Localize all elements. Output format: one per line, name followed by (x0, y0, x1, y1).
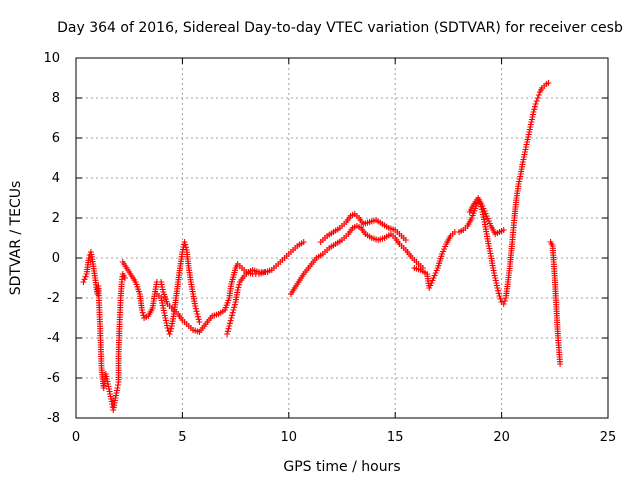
data-point (495, 287, 502, 294)
y-tick-label: -8 (47, 411, 60, 426)
data-point (166, 331, 173, 337)
data-point (168, 325, 175, 332)
data-point (236, 281, 243, 288)
data-point (164, 325, 171, 331)
data-point (195, 313, 202, 320)
data-point (182, 244, 189, 251)
series-seg-h (466, 195, 507, 237)
y-tick-label: 0 (52, 251, 60, 266)
data-point (139, 309, 146, 316)
data-point (181, 239, 188, 245)
data-point (226, 320, 233, 327)
data-point (229, 309, 236, 316)
x-tick-label: 10 (281, 430, 298, 445)
data-point (500, 227, 507, 233)
data-point (195, 316, 202, 323)
data-point (500, 301, 507, 307)
y-tick-label: 10 (43, 51, 60, 66)
data-point (231, 301, 238, 308)
data-point (496, 293, 503, 299)
data-point (531, 103, 538, 110)
y-tick-label: 8 (52, 91, 60, 106)
data-point (224, 331, 231, 337)
data-point (82, 273, 89, 280)
y-tick-label: 6 (52, 131, 60, 146)
data-point (230, 307, 237, 313)
x-tick-label: 25 (600, 430, 617, 445)
x-tick-label: 15 (387, 430, 404, 445)
chart-title: Day 364 of 2016, Sidereal Day-to-day VTE… (57, 20, 623, 36)
series-seg-g (411, 80, 552, 307)
data-point (533, 98, 540, 104)
data-point (229, 312, 236, 319)
x-axis-label: GPS time / hours (283, 459, 400, 475)
data-point (80, 279, 87, 285)
y-tick-label: -4 (47, 331, 60, 346)
data-point (138, 307, 145, 313)
data-points (80, 80, 564, 413)
data-point (192, 303, 199, 309)
x-tick-label: 20 (493, 430, 510, 445)
data-point (534, 95, 541, 101)
y-tick-label: -6 (47, 371, 60, 386)
data-point (402, 237, 409, 243)
series-seg-i (547, 239, 564, 367)
data-point (235, 284, 242, 291)
data-point (231, 304, 238, 311)
data-point (501, 298, 508, 304)
data-point (545, 80, 552, 86)
data-point (226, 323, 233, 329)
data-point (85, 255, 92, 261)
series-seg-a (80, 249, 128, 413)
data-point (225, 325, 232, 332)
series-seg-c (153, 239, 203, 337)
series-seg-e (287, 223, 426, 297)
data-point (81, 276, 88, 283)
data-point (497, 296, 504, 302)
data-point (535, 92, 542, 98)
data-point (264, 269, 271, 275)
data-point (532, 101, 539, 107)
data-point (193, 308, 200, 315)
y-tick-label: 2 (52, 211, 60, 226)
x-tick-label: 5 (178, 430, 186, 445)
data-point (228, 315, 235, 321)
data-point (557, 361, 564, 367)
data-point (194, 311, 201, 317)
data-point (495, 290, 502, 297)
x-tick-label: 0 (72, 430, 80, 445)
plot-frame (75, 57, 609, 419)
data-point (300, 239, 307, 245)
data-point (234, 287, 241, 293)
data-point (121, 275, 128, 281)
axis-ticks: 0 5 10 15 20 25 -8 -6 -4 -2 0 2 4 6 8 10 (43, 51, 616, 445)
data-point (182, 241, 189, 248)
y-axis-label: SDTVAR / TECUs (8, 181, 24, 296)
data-point (192, 305, 199, 312)
series-seg-b (119, 239, 307, 335)
data-point (227, 317, 234, 324)
data-point (167, 328, 174, 335)
y-tick-label: 4 (52, 171, 60, 186)
series-seg-f (317, 211, 409, 245)
y-tick-label: -2 (47, 291, 60, 306)
data-point (196, 319, 203, 325)
data-point (494, 285, 501, 291)
series-seg-d (224, 267, 271, 337)
data-point (531, 106, 538, 113)
data-point (530, 109, 537, 115)
grid (76, 58, 608, 418)
data-point (224, 328, 231, 335)
